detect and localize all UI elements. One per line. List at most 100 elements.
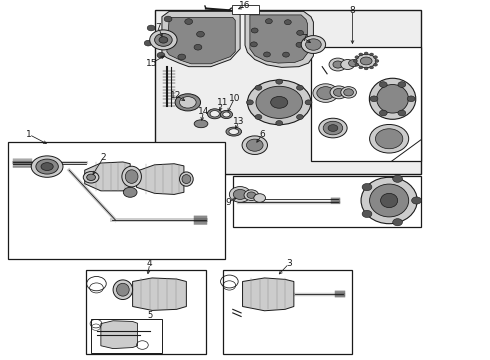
Polygon shape [101,321,138,348]
Circle shape [362,210,372,217]
Circle shape [343,89,353,96]
Circle shape [296,85,303,90]
Ellipse shape [179,172,193,186]
Circle shape [255,85,262,90]
Circle shape [412,197,421,204]
Circle shape [233,189,247,199]
Circle shape [369,66,373,69]
Circle shape [369,125,409,153]
Ellipse shape [113,280,133,300]
Circle shape [276,121,283,126]
Circle shape [87,174,96,180]
Circle shape [194,44,202,50]
Ellipse shape [220,111,233,118]
Ellipse shape [226,127,242,136]
Bar [91,319,162,353]
Ellipse shape [210,111,220,117]
Ellipse shape [369,184,409,217]
Circle shape [373,56,377,59]
Circle shape [333,61,343,68]
Ellipse shape [41,163,53,171]
Ellipse shape [194,120,208,128]
Circle shape [392,175,402,182]
Circle shape [242,136,268,154]
Ellipse shape [247,80,311,125]
Text: 2: 2 [100,153,106,162]
Circle shape [375,59,379,62]
Circle shape [364,52,368,55]
Text: 15: 15 [147,59,158,68]
Circle shape [369,53,373,56]
Circle shape [296,42,303,47]
Ellipse shape [381,193,398,208]
Bar [155,10,421,174]
Polygon shape [167,17,235,64]
Bar [232,5,259,14]
Polygon shape [85,162,130,191]
Circle shape [341,87,356,98]
Polygon shape [137,164,184,194]
Circle shape [123,187,137,197]
Circle shape [375,129,403,149]
Circle shape [244,190,259,201]
Ellipse shape [175,94,200,111]
Ellipse shape [223,112,230,117]
Circle shape [178,54,186,60]
Text: 11: 11 [217,98,229,107]
Circle shape [283,52,290,57]
Circle shape [364,67,368,70]
Ellipse shape [36,159,58,174]
Circle shape [246,100,253,105]
Text: 6: 6 [259,130,265,139]
Circle shape [355,63,359,66]
Circle shape [317,87,334,99]
Ellipse shape [256,86,302,118]
Text: 8: 8 [350,6,355,15]
Circle shape [373,63,377,66]
Ellipse shape [323,121,343,135]
Circle shape [83,172,99,183]
Circle shape [362,184,372,191]
Circle shape [264,52,270,57]
Circle shape [333,89,344,96]
Bar [223,270,352,354]
Circle shape [144,40,152,46]
Circle shape [229,186,251,202]
Circle shape [379,110,387,116]
Polygon shape [250,15,308,63]
Circle shape [266,19,272,24]
Circle shape [251,28,258,33]
Polygon shape [245,12,314,67]
Text: 10: 10 [228,94,240,103]
Text: 14: 14 [198,107,209,116]
Circle shape [398,82,406,87]
Circle shape [147,25,155,31]
Polygon shape [162,12,240,67]
Text: 16: 16 [239,1,251,10]
Ellipse shape [229,129,239,135]
Circle shape [353,59,357,62]
Ellipse shape [207,109,222,119]
Circle shape [379,82,387,87]
Text: 7: 7 [301,33,307,42]
Circle shape [155,33,172,46]
Circle shape [247,192,256,198]
Text: 4: 4 [147,259,152,268]
Ellipse shape [377,85,409,113]
Circle shape [284,20,291,25]
Ellipse shape [117,283,129,296]
Circle shape [407,96,415,102]
Circle shape [398,110,406,116]
Circle shape [159,37,168,43]
Circle shape [370,96,378,102]
Circle shape [164,16,172,22]
Circle shape [313,84,338,102]
Text: 12: 12 [170,91,181,100]
Bar [8,141,225,259]
Bar [233,176,421,227]
Circle shape [150,30,177,50]
Circle shape [355,56,359,59]
Ellipse shape [122,166,142,187]
Text: 3: 3 [286,259,292,268]
Ellipse shape [328,125,338,131]
